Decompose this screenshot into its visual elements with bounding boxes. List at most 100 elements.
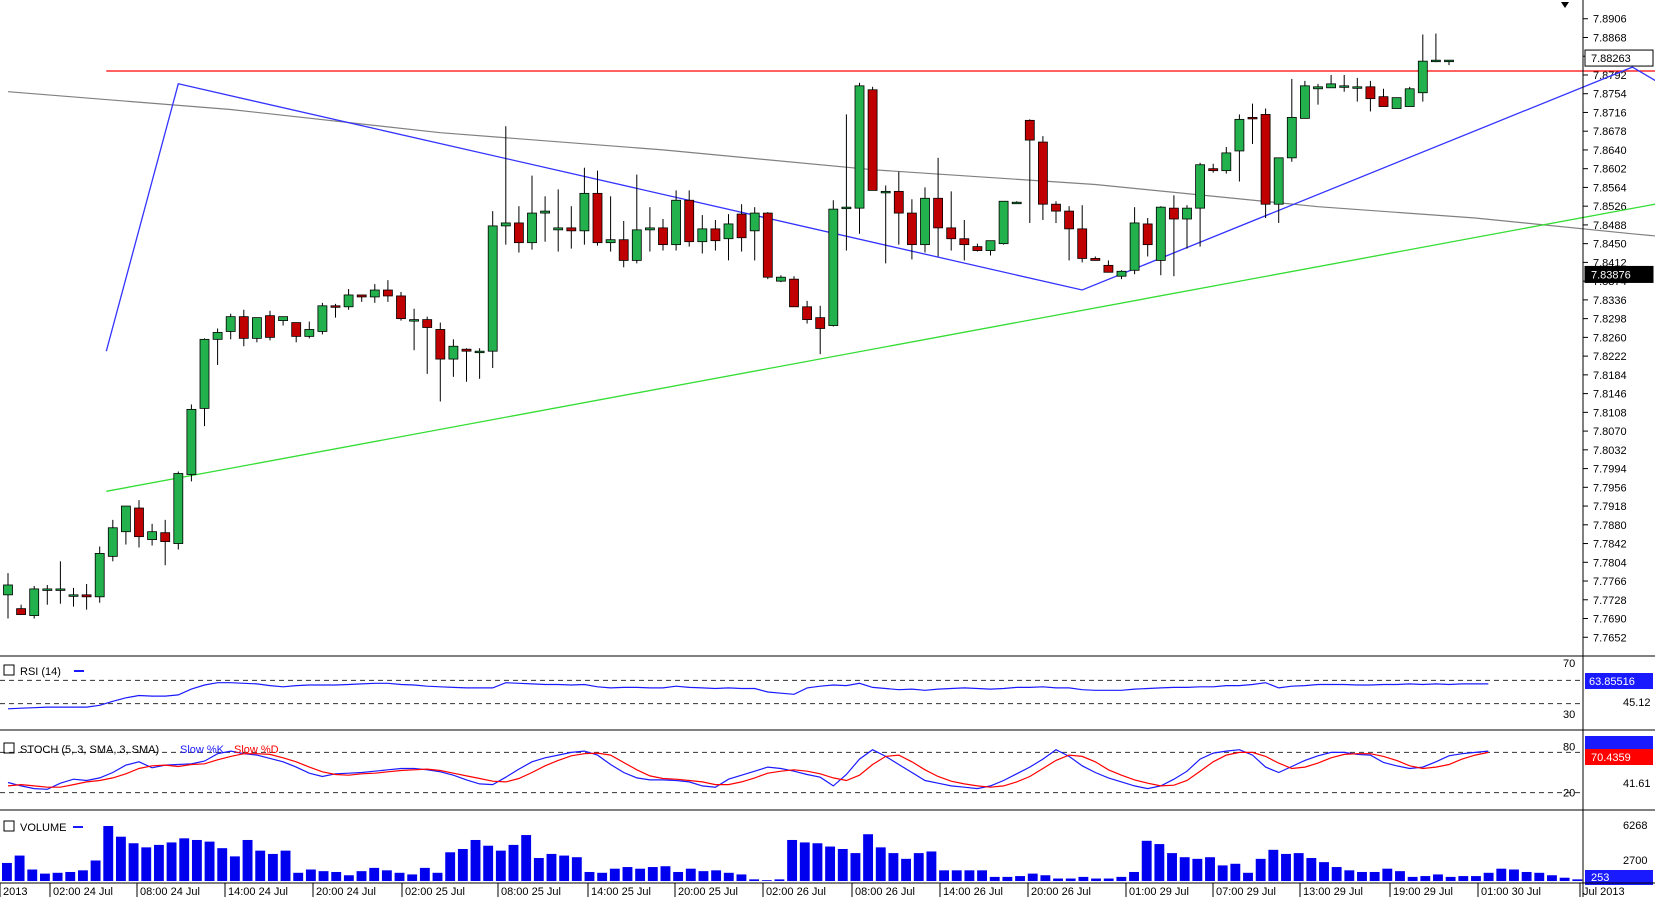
time-tick-label: 01:00 30 Jul [1481,886,1541,897]
volume-bar [1040,875,1051,881]
candle-body-up [828,208,839,326]
volume-bar [1217,865,1228,881]
volume-bar [609,868,620,881]
candle-body-down [867,89,878,191]
volume-bar [293,872,304,881]
collapse-icon [3,664,15,676]
candle-body-down [566,227,577,232]
volume-bar [103,826,114,881]
volume-bar [1002,876,1013,881]
volume-bar [698,871,709,881]
volume-bar [153,844,164,881]
candle-body-down [396,295,406,320]
candle-body-down [959,238,970,246]
volume-bar [305,869,316,881]
last-price-badge: 7.88263 [1591,53,1631,65]
candle-body-up [1300,85,1310,119]
price-tick-label: 7.7880 [1593,520,1627,532]
price-tick-label: 7.8260 [1593,332,1627,344]
candle-body-up [1352,86,1363,89]
candle-body-down [265,315,275,338]
volume-bar [229,856,240,881]
candle-body-up [1417,60,1428,94]
candle-body-down [1103,264,1114,273]
price-tick-label: 7.8108 [1593,407,1627,419]
candle-body-up [1116,270,1127,277]
volume-bar [825,846,836,881]
moving-average-line [7,91,1655,237]
volume-bar [1496,868,1507,881]
volume-bar [508,844,519,881]
volume-bar [242,839,253,881]
volume-value-badge-box [1585,870,1653,885]
candle-body-up [107,527,118,557]
volume-bar [179,838,190,881]
volume-bar [369,867,380,881]
collapse-icon [3,820,15,832]
volume-bar [736,874,747,881]
candle-body-down [907,212,917,246]
candle-body-down [815,317,826,329]
volume-panel: VOLUME 6268 2700 253 [2,820,1653,885]
volume-value-badge: 253 [1591,872,1609,884]
candle-body-up [448,345,459,360]
volume-bar [1078,876,1089,881]
time-tick-label: 14:00 25 Jul [591,886,651,897]
candle-body-up [1313,86,1323,90]
candle-body-down [710,228,721,242]
candle-body-up [369,289,380,298]
stoch-panel: STOCH (5, 3, SMA, 3, SMA) Slow %K Slow %D 8… [0,736,1653,800]
candle-body-up [317,305,328,332]
price-tick-label: 7.7690 [1593,614,1627,626]
volume-bar [318,871,329,881]
volume-bar [445,852,456,881]
candle-body-down [461,348,472,352]
stoch-value-badge: 70.4359 [1591,752,1631,764]
candle-body-up [212,332,223,340]
stoch-mid-tick: 41.61 [1623,778,1651,790]
volume-bar [989,876,1000,881]
candle-body-down [789,278,799,308]
volume-bar [749,879,760,881]
volume-bar [1319,862,1329,881]
volume-bar [1357,871,1367,881]
candle-body-up [1234,118,1245,152]
price-tick-label: 7.8716 [1593,107,1627,119]
volume-bar [774,879,785,881]
time-tick-label: 02:00 26 Jul [766,886,826,897]
volume-bar [875,847,886,881]
price-tick-label: 7.8032 [1593,445,1627,457]
time-tick-label: 07:00 29 Jul [1216,886,1276,897]
candle-body-down [356,294,367,298]
volume-bar [1053,878,1063,881]
volume-bar [812,843,823,881]
rsi-panel: RSI (14) 70 30 45.12 63.85516 [0,658,1653,721]
candle-body-up [55,588,66,591]
zigzag-pattern-line [105,66,1655,352]
volume-bar [1445,876,1456,881]
candle-body-down [684,199,695,243]
volume-bar [1015,876,1025,881]
volume-bar [1179,857,1190,881]
candle-body-down [762,212,773,278]
candle-body-down [1365,86,1376,100]
candle-body-up [343,294,354,308]
volume-bar [546,853,557,881]
candle-body-down [1378,96,1389,107]
candle-body-down [238,316,249,339]
price-tick-label: 7.8146 [1593,389,1627,401]
volume-bar [913,853,924,881]
price-tick-label: 7.7652 [1593,632,1627,644]
rsi-level-30: 30 [1563,709,1575,721]
candle-body-up [186,408,197,475]
candle-body-down [1090,258,1101,261]
volume-bar [977,870,988,881]
candle-body-up [553,227,564,231]
volume-bar [533,858,544,881]
candle-body-down [1051,203,1061,212]
support-trendline [106,203,1655,492]
volume-bar [14,855,25,881]
volume-tick: 6268 [1623,820,1647,832]
volume-bar [77,870,88,881]
candle-body-up [173,473,184,544]
